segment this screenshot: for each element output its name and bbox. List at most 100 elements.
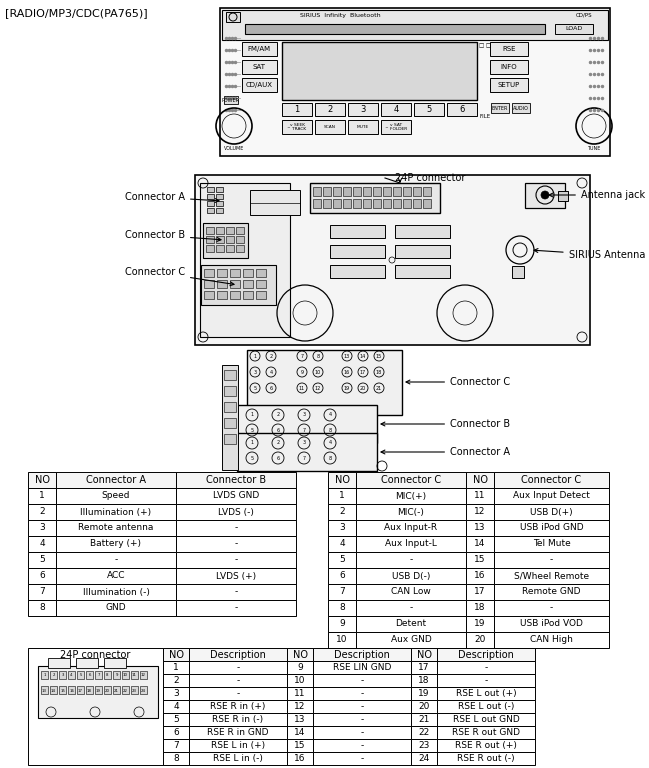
Bar xyxy=(343,187,351,196)
Bar xyxy=(466,504,494,520)
Bar xyxy=(466,584,494,600)
Bar xyxy=(512,266,524,278)
Bar xyxy=(224,96,238,104)
Bar xyxy=(353,187,361,196)
Bar xyxy=(414,103,444,116)
Text: -: - xyxy=(484,663,487,672)
Text: NO: NO xyxy=(169,650,184,660)
Text: RSE R out GND: RSE R out GND xyxy=(452,728,520,737)
Bar xyxy=(328,536,356,552)
Text: 8: 8 xyxy=(317,353,319,359)
Text: 5: 5 xyxy=(39,555,45,564)
Bar xyxy=(348,103,378,116)
Bar xyxy=(466,632,494,648)
Text: 4: 4 xyxy=(70,674,73,677)
Text: -: - xyxy=(360,715,363,724)
Text: 10: 10 xyxy=(315,369,321,375)
Text: 12: 12 xyxy=(141,674,146,677)
Bar xyxy=(176,568,296,584)
Bar xyxy=(411,687,437,700)
Text: Tel Mute: Tel Mute xyxy=(533,539,570,548)
Circle shape xyxy=(541,191,549,199)
Bar xyxy=(28,472,56,488)
Bar xyxy=(203,223,248,258)
Text: Detent: Detent xyxy=(395,620,426,628)
Bar xyxy=(466,600,494,616)
Bar xyxy=(38,666,158,718)
Text: SAT: SAT xyxy=(252,64,265,70)
Text: 5: 5 xyxy=(251,428,254,432)
Bar xyxy=(393,199,401,208)
Text: SETUP: SETUP xyxy=(498,82,520,88)
Bar xyxy=(423,187,431,196)
Bar xyxy=(323,199,331,208)
Bar xyxy=(68,686,75,694)
Text: TUNE: TUNE xyxy=(587,145,601,151)
Text: 2: 2 xyxy=(327,104,333,114)
Bar xyxy=(356,520,466,536)
Bar xyxy=(287,674,313,687)
Bar xyxy=(113,686,120,694)
Bar xyxy=(206,236,214,243)
Text: Connector A: Connector A xyxy=(381,447,510,457)
Bar xyxy=(411,752,437,765)
Bar xyxy=(313,726,411,739)
Text: 17: 17 xyxy=(418,663,430,672)
Bar xyxy=(315,103,345,116)
Bar xyxy=(189,752,287,765)
Text: -: - xyxy=(234,588,238,597)
Bar xyxy=(411,726,437,739)
Bar xyxy=(494,520,609,536)
Bar xyxy=(313,199,321,208)
Text: 11: 11 xyxy=(474,492,485,501)
Bar xyxy=(41,686,48,694)
Text: -: - xyxy=(236,663,239,672)
Text: 16: 16 xyxy=(294,754,306,763)
Text: POWER: POWER xyxy=(222,98,240,102)
Bar xyxy=(104,658,126,668)
Text: 12: 12 xyxy=(315,386,321,390)
Text: 13: 13 xyxy=(294,715,306,724)
Bar xyxy=(28,600,56,616)
Bar xyxy=(494,600,609,616)
Bar xyxy=(122,671,129,679)
Bar xyxy=(328,616,356,632)
Bar xyxy=(330,245,385,258)
Bar xyxy=(250,190,300,215)
Bar xyxy=(56,536,176,552)
Bar xyxy=(77,686,84,694)
Bar xyxy=(437,700,535,713)
Text: 5: 5 xyxy=(339,555,345,564)
Text: -: - xyxy=(236,689,239,698)
Text: 1: 1 xyxy=(339,492,345,501)
Text: FILE: FILE xyxy=(480,114,491,118)
Bar xyxy=(189,648,287,661)
Text: 2: 2 xyxy=(276,441,280,445)
Bar xyxy=(333,199,341,208)
Text: 11: 11 xyxy=(294,689,306,698)
Bar xyxy=(176,584,296,600)
Text: 9: 9 xyxy=(300,369,304,375)
Text: 7: 7 xyxy=(339,588,345,597)
Text: NO: NO xyxy=(417,650,432,660)
Bar xyxy=(176,488,296,504)
Text: 7: 7 xyxy=(97,674,100,677)
Text: Aux GND: Aux GND xyxy=(391,635,432,644)
Text: -: - xyxy=(234,604,238,613)
Bar xyxy=(356,472,466,488)
Text: 16: 16 xyxy=(69,688,74,693)
Bar xyxy=(512,103,530,113)
Bar xyxy=(140,671,147,679)
Bar xyxy=(224,434,236,444)
Bar xyxy=(256,280,266,288)
Bar xyxy=(363,199,371,208)
Bar xyxy=(437,739,535,752)
Bar xyxy=(333,187,341,196)
Bar xyxy=(282,42,477,100)
Bar xyxy=(28,648,163,765)
Text: 3: 3 xyxy=(254,369,256,375)
Bar xyxy=(163,648,189,661)
Bar xyxy=(247,350,402,415)
Text: USB D(-): USB D(-) xyxy=(392,571,430,581)
Bar xyxy=(315,120,345,134)
